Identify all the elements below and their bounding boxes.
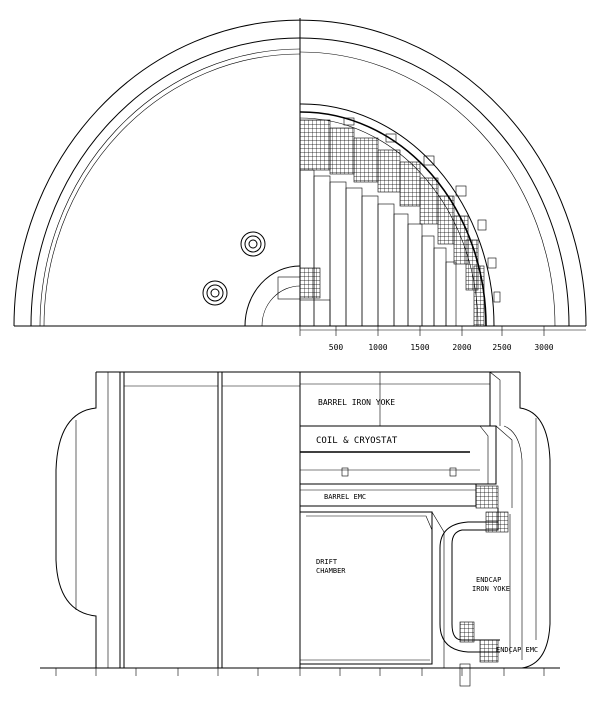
label-barrel-emc: BARREL EMC bbox=[324, 493, 366, 501]
label-endcap-emc: ENDCAP EMC bbox=[496, 646, 538, 654]
bottom-axis bbox=[55, 668, 545, 676]
top-axis: 500 1000 1500 2000 2500 3000 bbox=[299, 326, 554, 352]
axis-tick-label: 2500 bbox=[492, 343, 511, 352]
label-drift-chamber: DRIFT bbox=[316, 558, 338, 566]
side-labels: BARREL IRON YOKE COIL & CRYOSTAT BARREL … bbox=[316, 398, 538, 654]
bolt-lower bbox=[202, 280, 228, 306]
axis-tick-label: 1500 bbox=[410, 343, 429, 352]
axis-tick-label: 500 bbox=[329, 343, 344, 352]
label-drift-chamber-2: CHAMBER bbox=[316, 567, 346, 575]
label-endcap-iron-yoke-2: IRON YOKE bbox=[472, 585, 510, 593]
label-coil-cryostat: COIL & CRYOSTAT bbox=[316, 436, 398, 446]
top-chamber-bars bbox=[299, 169, 457, 327]
side-section bbox=[40, 371, 560, 687]
top-emc-band bbox=[299, 119, 485, 327]
axis-tick-label: 2000 bbox=[452, 343, 471, 352]
label-barrel-iron-yoke: BARREL IRON YOKE bbox=[318, 398, 395, 407]
top-cross-section bbox=[13, 18, 587, 331]
axis-tick-label: 3000 bbox=[534, 343, 553, 352]
top-outer-blocks bbox=[343, 117, 501, 303]
label-endcap-iron-yoke: ENDCAP bbox=[476, 576, 501, 584]
axis-tick-label: 1000 bbox=[368, 343, 387, 352]
bolt-upper bbox=[240, 231, 266, 257]
